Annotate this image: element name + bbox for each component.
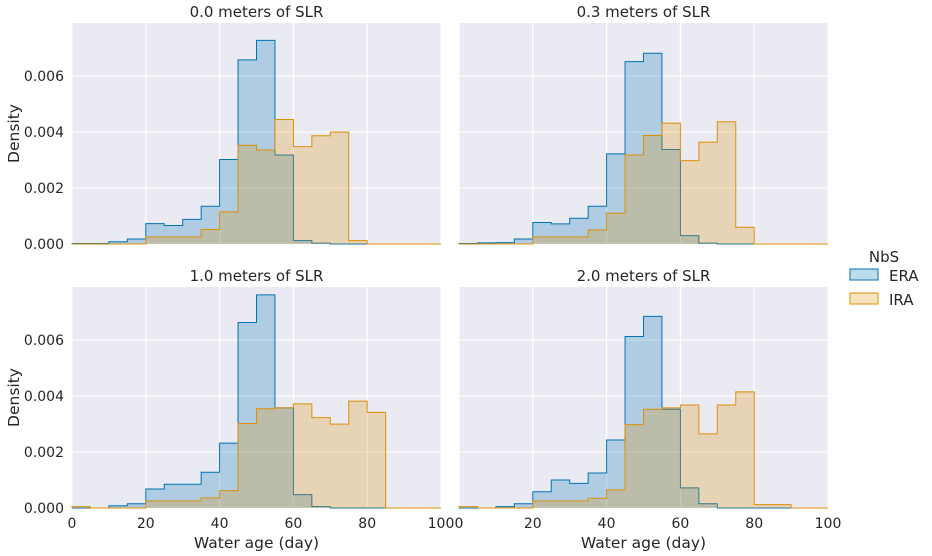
y-tick-label: 0.006 (24, 69, 64, 85)
histogram-outline-ira (72, 119, 441, 245)
histogram-fill-era (72, 294, 441, 508)
x-tick-label: 60 (671, 516, 689, 532)
y-tick-label: 0.000 (24, 501, 64, 517)
x-tick-label: 0 (68, 516, 77, 532)
y-axis-label: Density (5, 104, 23, 163)
panel-1: 0.0 meters of SLR 0.000 0.002 0.004 0.006 Den… (5, 3, 442, 253)
legend-label-ira: IRA (889, 291, 914, 309)
panel-title: 1.0 meters of SLR (190, 267, 324, 285)
x-tick-label: 100 (815, 516, 842, 532)
legend-swatch-ira (849, 292, 879, 305)
x-tick-label: 20 (524, 516, 542, 532)
y-tick-label: 0.004 (24, 125, 64, 141)
y-tick-label: 0.006 (24, 333, 64, 349)
histogram-outline-ira (71, 400, 441, 509)
histogram-fill-ira (459, 391, 828, 508)
y-tick-label: 0.004 (24, 389, 64, 405)
plot-background (72, 287, 441, 508)
y-axis-label: Density (5, 368, 23, 427)
histogram-outline-ira (459, 121, 828, 245)
legend: NbS ERA IRA (849, 248, 919, 309)
panel-title: 0.0 meters of SLR (190, 3, 324, 21)
panel-3: 1.0 meters of SLR 0.000 0.002 0.004 0.006 Den… (5, 267, 454, 552)
histogram-outline-era (72, 294, 441, 509)
histogram-outline-era (459, 315, 828, 509)
panel-2: 0.3 meters of SLR (458, 3, 829, 245)
panel-title: 0.3 meters of SLR (577, 3, 711, 21)
x-tick-label: 40 (598, 516, 616, 532)
x-tick-label: 100 (428, 516, 455, 532)
histogram-fill-ira (72, 401, 441, 508)
panel-4: 2.0 meters of SLR 0 20 40 60 80 100 Water age (… (455, 267, 842, 552)
histogram-outline-ira (458, 391, 828, 509)
legend-swatch-era (849, 268, 879, 281)
x-tick-label: 80 (745, 516, 763, 532)
y-tick-label: 0.000 (24, 237, 64, 253)
x-tick-label: 0 (455, 516, 464, 532)
x-tick-label: 60 (284, 516, 302, 532)
y-tick-label: 0.002 (24, 445, 64, 461)
x-tick-label: 20 (137, 516, 155, 532)
panels: 0.0 meters of SLR 0.000 0.002 0.004 0.006 Den… (5, 3, 841, 552)
histogram-outline-era (458, 52, 828, 245)
panel-title: 2.0 meters of SLR (577, 267, 711, 285)
x-axis-label: Water age (day) (581, 534, 706, 552)
x-tick-label: 80 (358, 516, 376, 532)
x-tick-label: 40 (211, 516, 229, 532)
y-tick-label: 0.002 (24, 181, 64, 197)
legend-title: NbS (869, 248, 899, 266)
legend-label-era: ERA (889, 267, 919, 285)
histogram-fill-era (72, 40, 441, 245)
x-axis-label: Water age (day) (194, 534, 319, 552)
